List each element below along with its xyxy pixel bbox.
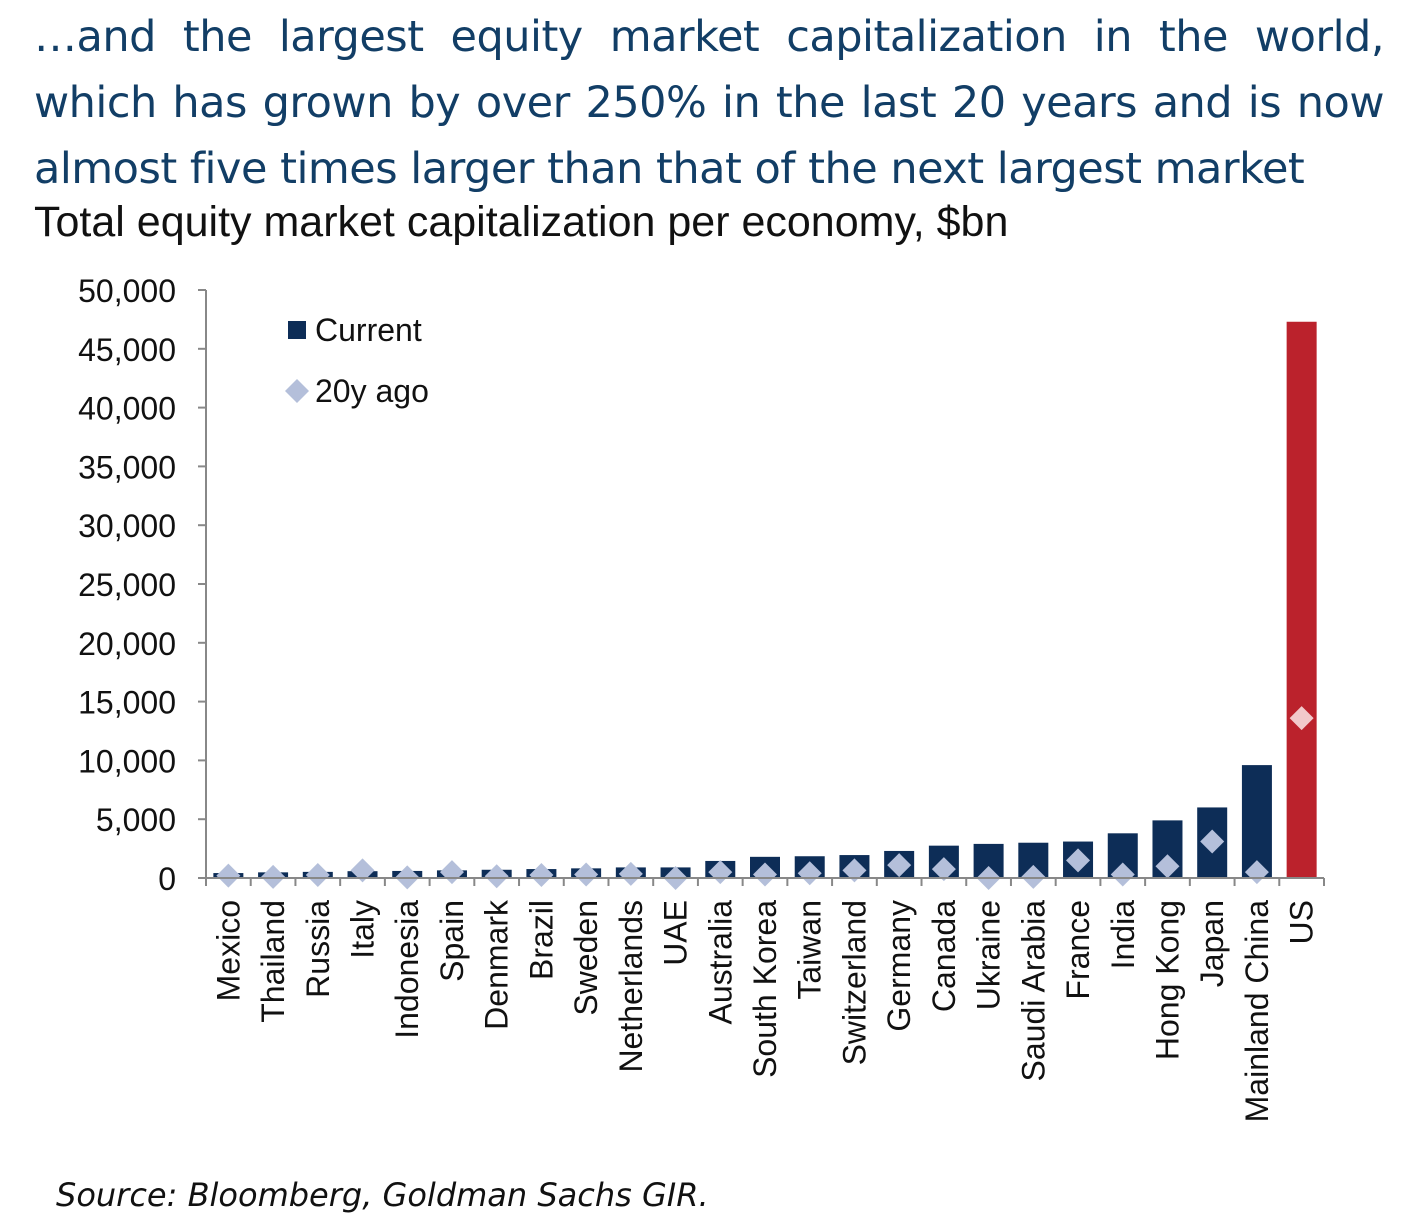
marker-brazil — [529, 863, 554, 888]
source-note: Source: Bloomberg, Goldman Sachs GIR. — [56, 1176, 709, 1214]
x-axis: Mexico Thailand Russia Italy Indonesia Spain D… — [205, 877, 1325, 1123]
legend-label-current: Current — [315, 312, 422, 348]
y-axis: 0 5,000 10,000 15,000 20,000 25,000 30,000 35,0… — [78, 273, 207, 897]
y-tick-label: 5,000 — [96, 802, 176, 838]
x-tick-label: Sweden — [568, 900, 604, 1016]
y-tick-label: 15,000 — [78, 685, 176, 721]
x-tick-label: Switzerland — [836, 900, 872, 1065]
legend-label-20y-ago: 20y ago — [315, 373, 429, 409]
marker-canada — [931, 857, 956, 882]
x-tick-label: UAE — [658, 900, 694, 966]
y-tick-label: 45,000 — [78, 332, 176, 368]
x-tick-label: Saudi Arabia — [1015, 900, 1051, 1082]
marker-germany — [887, 853, 912, 878]
x-tick-label: France — [1060, 900, 1096, 1000]
marker-switzerland — [842, 858, 867, 883]
marker-russia — [305, 863, 330, 888]
x-tick-label: US — [1284, 900, 1320, 944]
bar-us — [1286, 321, 1317, 878]
y-tick-label: 25,000 — [78, 567, 176, 603]
marker-saudi-arabia — [1021, 864, 1046, 889]
marker-taiwan — [797, 861, 822, 886]
x-tick-label: Canada — [926, 900, 962, 1012]
x-tick-label: Spain — [434, 900, 470, 982]
x-tick-label: Germany — [881, 900, 917, 1032]
marker-france — [1066, 848, 1091, 873]
x-tick-label: Mexico — [210, 900, 246, 1001]
marker-sweden — [574, 862, 599, 887]
marker-us — [1289, 706, 1314, 731]
x-tick-label: Ukraine — [971, 900, 1007, 1010]
x-tick-label: Indonesia — [389, 900, 425, 1039]
legend-swatch-current — [288, 321, 306, 339]
y-tick-label: 50,000 — [78, 273, 176, 309]
marker-thailand — [261, 864, 286, 889]
x-tick-label: India — [1105, 900, 1141, 970]
marker-japan — [1200, 829, 1225, 854]
marker-hong-kong — [1155, 854, 1180, 879]
x-tick-label: Mainland China — [1239, 900, 1275, 1123]
marker-spain — [439, 860, 464, 885]
bar-mainland-china — [1241, 765, 1272, 878]
x-tick-label: Denmark — [479, 899, 515, 1030]
y-tick-label: 20,000 — [78, 626, 176, 662]
x-tick-label: Australia — [702, 900, 738, 1025]
x-tick-label: Netherlands — [613, 900, 649, 1073]
y-tick-label: 0 — [158, 861, 176, 897]
x-tick-label: Italy — [345, 900, 381, 959]
marker-italy — [350, 858, 375, 883]
y-tick-label: 40,000 — [78, 391, 176, 427]
x-tick-label: Taiwan — [792, 900, 828, 1000]
y-tick-label: 10,000 — [78, 743, 176, 779]
x-tick-label: Russia — [300, 900, 336, 998]
y-tick-label: 30,000 — [78, 508, 176, 544]
bar-chart: 0 5,000 10,000 15,000 20,000 25,000 30,000 35,0… — [78, 273, 1325, 1123]
x-tick-label: Thailand — [255, 900, 291, 1023]
x-tick-label: Brazil — [523, 900, 559, 980]
marker-denmark — [484, 864, 509, 889]
headline: …and the largest equity market capitaliz… — [34, 12, 1385, 194]
chart-legend: Current 20y ago — [285, 312, 429, 409]
marker-series-20y-ago — [216, 706, 1314, 890]
legend-swatch-20y-ago — [285, 379, 309, 403]
marker-mexico — [216, 863, 241, 888]
x-tick-label: South Korea — [747, 900, 783, 1078]
x-tick-label: Japan — [1194, 900, 1230, 987]
y-tick-label: 35,000 — [78, 449, 176, 485]
x-tick-label: Hong Kong — [1149, 900, 1185, 1060]
marker-netherlands — [618, 861, 643, 886]
chart-subtitle: Total equity market capitalization per e… — [34, 198, 1009, 246]
marker-india — [1110, 862, 1135, 887]
marker-south-korea — [753, 862, 777, 887]
